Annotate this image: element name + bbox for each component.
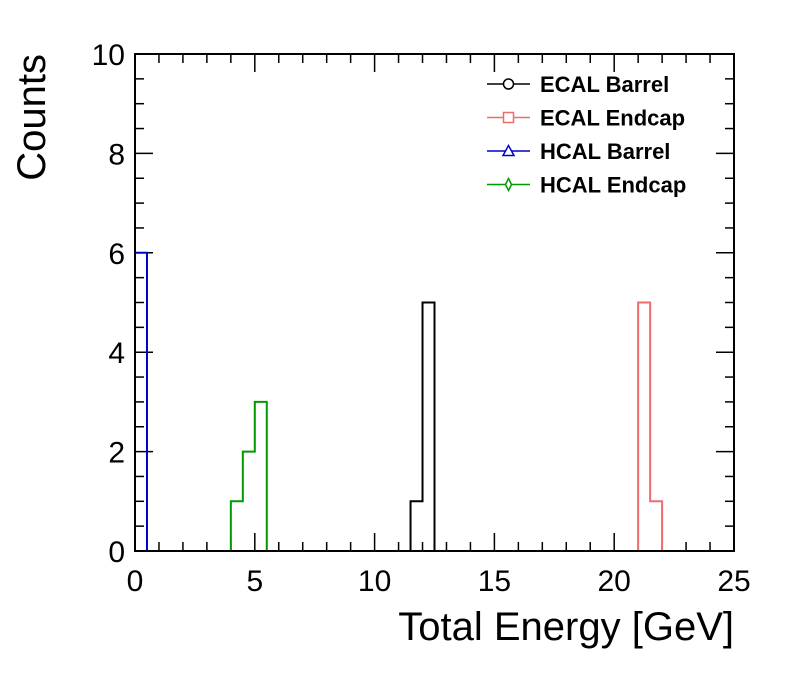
x-tick-label: 0 [127, 565, 144, 598]
y-tick-label: 10 [92, 39, 125, 72]
legend-label: HCAL Endcap [540, 173, 686, 198]
histogram-bar [650, 501, 662, 551]
histogram-bar [638, 303, 650, 552]
y-tick-label: 8 [108, 138, 125, 171]
y-axis-title: Counts [10, 54, 54, 181]
y-tick-label: 2 [108, 437, 125, 470]
axis-ticks [134, 53, 735, 552]
histogram-bar [243, 452, 255, 551]
series-layer [134, 251, 734, 552]
histogram-bar [411, 501, 423, 551]
x-tick-label: 25 [717, 565, 750, 598]
y-tick-label: 0 [108, 536, 125, 569]
plot-frame [134, 53, 735, 552]
x-tick-label: 5 [246, 565, 263, 598]
x-axis-title: Total Energy [GeV] [398, 605, 734, 649]
histogram-bar [255, 402, 267, 551]
histogram-series [135, 301, 734, 552]
legend-marker-circle [502, 78, 515, 90]
x-tick-label: 10 [358, 565, 391, 598]
legend-label: ECAL Endcap [540, 106, 685, 131]
y-tick-label: 6 [108, 238, 125, 271]
legend-label: HCAL Barrel [540, 139, 670, 164]
histogram-bar [231, 501, 243, 551]
legend-marker-triangle [501, 143, 516, 157]
legend: ECAL Barrel ECAL Endcap HCAL Barrel HCAL En… [487, 72, 686, 198]
legend-marker-diamond [504, 176, 513, 193]
y-tick-label: 4 [108, 337, 125, 370]
legend-label: ECAL Barrel [540, 72, 669, 97]
x-tick-label: 20 [598, 565, 631, 598]
histogram-bar [423, 303, 435, 552]
tick-labels: 0 5 10 15 20 25 0 2 4 6 8 10 [92, 39, 751, 598]
x-tick-label: 15 [478, 565, 511, 598]
legend-marker-square [502, 111, 515, 124]
